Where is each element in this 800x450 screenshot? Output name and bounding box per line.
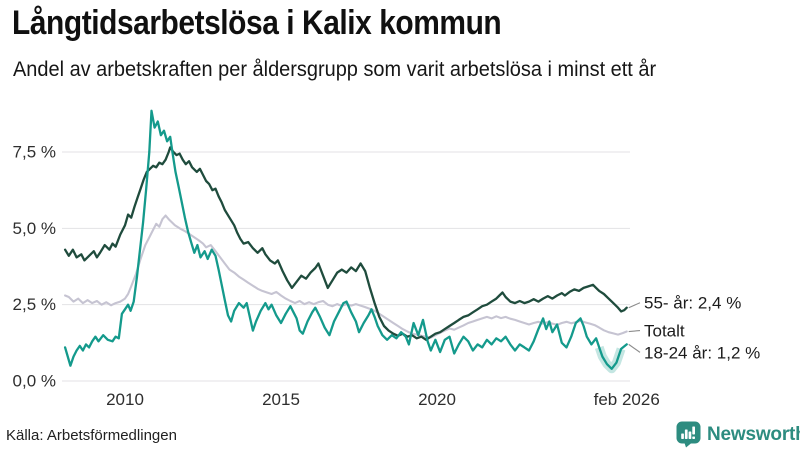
series-line-55-år — [63, 146, 628, 341]
x-tick-label: 2010 — [106, 390, 144, 409]
series-end-label: 55- år: 2,4 % — [644, 294, 741, 313]
source-note: Källa: Arbetsförmedlingen — [6, 427, 177, 444]
label-leader-line — [628, 329, 641, 333]
y-tick-label: 2,5 % — [13, 295, 56, 314]
series-line-Totalt — [64, 214, 628, 339]
series-end-label: Totalt — [644, 322, 685, 341]
x-tick-label: 2020 — [418, 390, 456, 409]
y-tick-label: 0,0 % — [13, 372, 56, 391]
x-tick-label: feb 2026 — [594, 390, 660, 409]
label-leader-line — [628, 343, 641, 353]
y-tick-label: 5,0 % — [13, 219, 56, 238]
newsworthy-icon — [676, 421, 701, 448]
page-subtitle: Andel av arbetskraften per åldersgrupp s… — [13, 58, 657, 81]
y-tick-label: 7,5 % — [13, 143, 56, 162]
page-title: Långtidsarbetslösa i Kalix kommun — [12, 4, 502, 42]
newsworthy-logo: Newsworthy — [676, 421, 800, 448]
label-leader-line — [628, 302, 641, 309]
series-line-18-24år — [63, 109, 628, 370]
series-end-label: 18-24 år: 1,2 % — [644, 343, 760, 362]
x-tick-label: 2015 — [262, 390, 300, 409]
newsworthy-wordmark: Newsworthy — [707, 423, 800, 445]
